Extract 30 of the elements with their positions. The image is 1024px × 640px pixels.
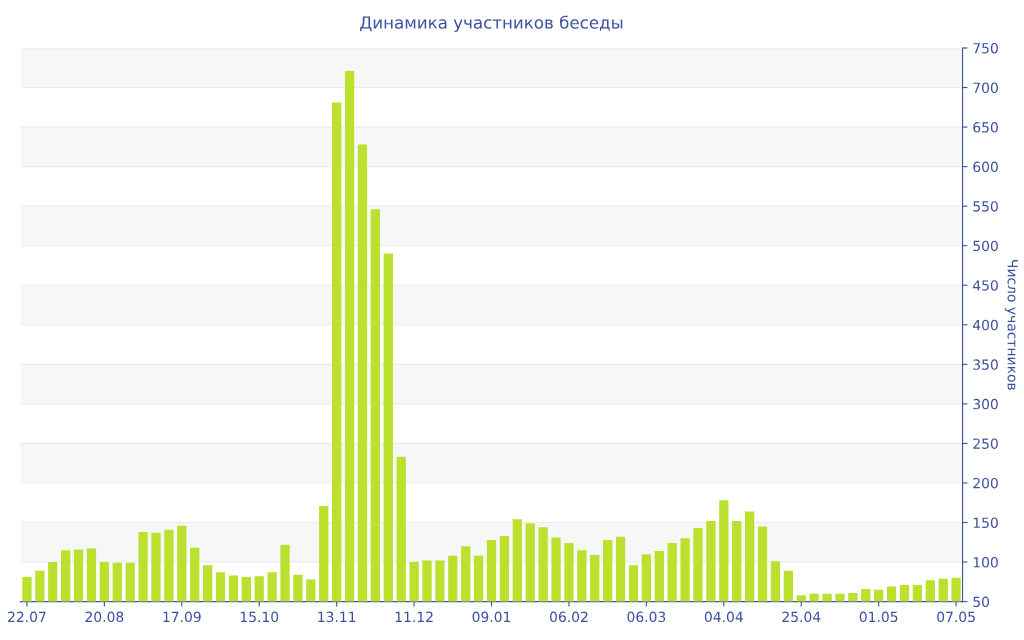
y2-tick-label: 450 [972, 280, 998, 291]
x-tick-label: 04.04 [704, 611, 743, 623]
x-tick-label: 15.10 [240, 611, 279, 623]
x-tick-label: 06.02 [549, 611, 588, 623]
x-tick-label: 22.07 [8, 611, 46, 623]
x-tick-label: 17.09 [163, 611, 201, 623]
y2-tick-label: 700 [973, 82, 998, 94]
x-tick-label: 13.11 [318, 611, 356, 623]
y2-tick-label: 300 [973, 398, 998, 410]
y2-tick-label: 500 [973, 240, 998, 252]
y2-tick-label: 100 [973, 557, 998, 568]
y2-tick-label: 650 [973, 122, 998, 133]
y2-tick-label: 400 [972, 319, 998, 331]
y2-tick-label: 50 [973, 596, 990, 608]
x-tick-label: 25.04 [782, 611, 821, 623]
y2-tick-label: 200 [973, 477, 998, 489]
y2-tick-label: 550 [973, 201, 998, 212]
x-tick-label: 01.05 [859, 611, 898, 623]
y2-tick-label: 150 [973, 517, 998, 528]
x-tick-label: 06.03 [627, 611, 666, 623]
y2-tick-label: 350 [973, 359, 998, 370]
x-tick-label: 11.12 [395, 611, 433, 622]
x-tick-label: 20.08 [85, 611, 124, 623]
y2-tick-label: 600 [973, 161, 998, 173]
chart-title: Динамика участников беседы [360, 15, 623, 33]
y2-tick-label: 250 [973, 438, 998, 449]
x-tick-label: 09.01 [472, 611, 511, 623]
y2-tick-label: 750 [973, 42, 998, 54]
y2-axis-title: Число участников [1004, 260, 1018, 390]
x-tick-label: 07.05 [937, 611, 975, 623]
